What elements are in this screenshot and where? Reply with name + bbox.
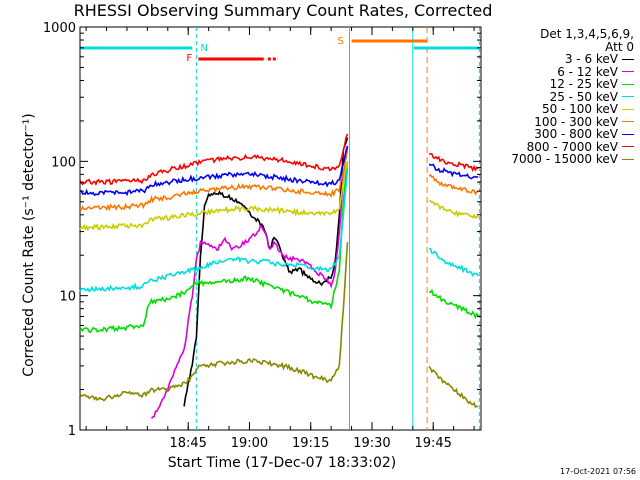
x-tick-label: 18:45 xyxy=(169,436,206,451)
y-axis-label: Corrected Count Rate (s⁻¹ detector⁻¹) xyxy=(21,113,37,376)
y-tick-label: 1 xyxy=(68,424,76,439)
annotation-label-n: N xyxy=(200,43,207,54)
legend-header-line-1: Det 1,3,4,5,6,9, xyxy=(540,27,634,41)
legend-swatch xyxy=(622,158,634,160)
y-tick-label: 100 xyxy=(51,155,76,170)
legend-item: 100 - 300 keV xyxy=(464,114,634,129)
legend-label: 12 - 25 keV xyxy=(549,77,618,91)
plot-frame xyxy=(79,26,482,431)
legend-item: 7000 - 15000 keV xyxy=(464,153,634,166)
x-tick-label: 19:15 xyxy=(292,436,329,451)
series-line-6-12-kev xyxy=(150,145,349,419)
series-line-100-300-kev xyxy=(79,150,349,212)
chart-title: RHESSI Observing Summary Count Rates, Co… xyxy=(74,1,493,20)
attenuator-bands: NF S xyxy=(80,27,480,430)
legend-label: 300 - 800 keV xyxy=(534,127,618,141)
x-tick-label: 19:30 xyxy=(353,436,390,451)
legend-swatch xyxy=(622,96,634,98)
y-tick-label: 10 xyxy=(59,290,76,305)
legend-swatch xyxy=(622,121,634,123)
x-tick-label: 19:00 xyxy=(231,436,268,451)
annotation-label-s: S xyxy=(338,36,344,47)
legend-label: 6 - 12 keV xyxy=(557,64,618,79)
legend: Det 1,3,4,5,6,9, Att 0 3 - 6 keV 6 - 12 k… xyxy=(464,28,634,166)
legend-item: 12 - 25 keV xyxy=(464,78,634,91)
legend-swatch xyxy=(622,83,634,85)
series-line-12-25-kev xyxy=(79,161,349,334)
legend-swatch xyxy=(622,133,634,135)
plot-area-border xyxy=(79,26,482,431)
legend-label: 800 - 7000 keV xyxy=(526,139,618,154)
axis-ticks: 1 10 100 1000 18:45 19:00 19:15 19:30 19:45 xyxy=(43,21,481,451)
legend-header-line-2: Att 0 xyxy=(605,39,634,54)
legend-item: 6 - 12 keV xyxy=(464,64,634,79)
series-line-after-gap-300-800-kev xyxy=(428,163,479,180)
legend-label: 50 - 100 keV xyxy=(541,102,618,116)
legend-item: 25 - 50 keV xyxy=(464,89,634,104)
legend-item: 50 - 100 keV xyxy=(464,103,634,116)
series-line-after-gap-7000-15000-kev xyxy=(428,365,479,408)
legend-item: 3 - 6 keV xyxy=(464,53,634,66)
legend-label: 7000 - 15000 keV xyxy=(511,152,618,166)
footer-timestamp: 17-Oct-2021 07:56 xyxy=(560,467,636,476)
series-line-after-gap-800-7000-kev xyxy=(428,152,479,173)
series-line-after-gap-50-100-kev xyxy=(428,199,479,220)
legend-swatch xyxy=(622,146,634,148)
y-tick-label: 1000 xyxy=(43,21,76,36)
legend-swatch xyxy=(622,58,634,60)
legend-item: 800 - 7000 keV xyxy=(464,139,634,154)
legend-label: 3 - 6 keV xyxy=(564,52,618,66)
series-line-800-7000-kev xyxy=(79,133,349,186)
legend-swatch xyxy=(622,108,634,110)
series-line-50-100-kev xyxy=(79,161,349,232)
x-tick-label: 19:45 xyxy=(414,436,451,451)
series-line-after-gap-12-25-kev xyxy=(428,288,479,320)
series-line-7000-15000-kev xyxy=(79,242,349,402)
series-line-300-800-kev xyxy=(79,145,349,197)
series-line-after-gap-100-300-kev xyxy=(428,173,479,196)
legend-rows: 3 - 6 keV 6 - 12 keV 12 - 25 keV 25 - 50 ke… xyxy=(464,53,634,166)
legend-label: 25 - 50 keV xyxy=(549,89,618,104)
series-line-after-gap-25-50-kev xyxy=(428,247,479,278)
series-line-25-50-kev xyxy=(79,167,349,293)
legend-swatch xyxy=(622,71,634,73)
series-lines xyxy=(79,133,479,419)
legend-item: 300 - 800 keV xyxy=(464,128,634,141)
annotation-label-f: F xyxy=(186,53,192,64)
x-axis-label: Start Time (17-Dec-07 18:33:02) xyxy=(168,455,396,471)
legend-label: 100 - 300 keV xyxy=(534,114,618,129)
